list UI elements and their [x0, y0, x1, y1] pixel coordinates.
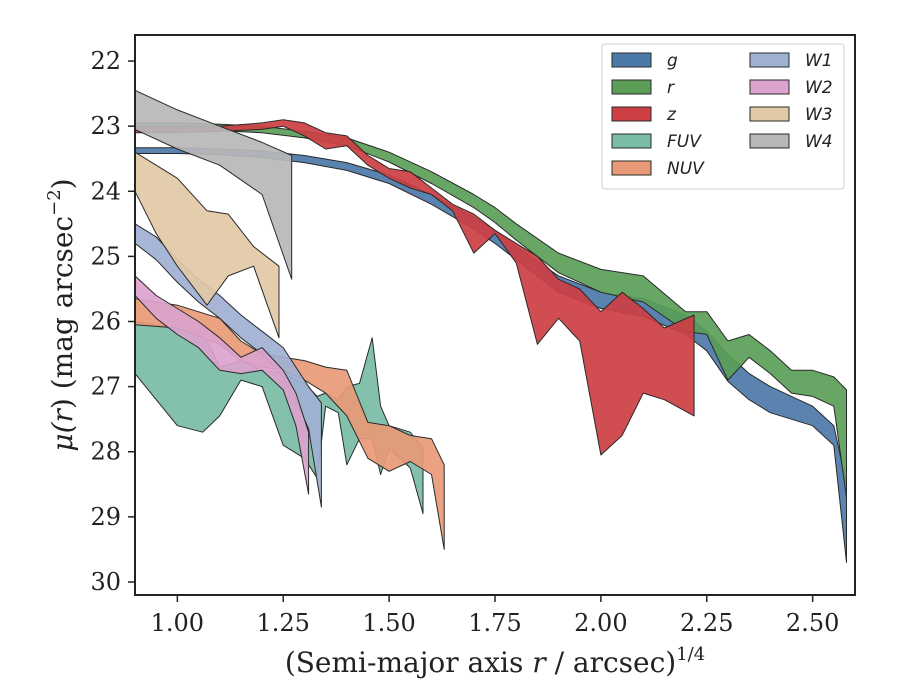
y-tick-label: 23 [90, 112, 121, 140]
y-axis: 22 23 24 25 26 27 28 29 30 [90, 47, 135, 596]
legend-swatch-w3 [749, 106, 790, 122]
x-axis-title: (Semi-major axis r / arcsec)1/4 [285, 644, 705, 679]
x-axis-title-unit: / arcsec) [555, 646, 677, 679]
legend-label-fuv: FUV [667, 132, 702, 152]
x-axis-title-exponent: 1/4 [676, 644, 705, 665]
band-r [135, 122, 847, 498]
y-tick-label: 26 [90, 308, 121, 336]
x-tick-label: 2.25 [680, 609, 733, 637]
x-axis-title-prefix: (Semi-major axis [285, 646, 524, 679]
legend-label-w1: W1 [805, 51, 833, 71]
legend-swatch-r [611, 79, 652, 95]
y-tick-label: 30 [90, 568, 121, 596]
x-tick-label: 2.50 [786, 609, 839, 637]
legend-swatch-w4 [749, 133, 790, 149]
y-axis-title-var: r [46, 407, 79, 422]
y-tick-label: 25 [90, 242, 121, 270]
band-w2 [135, 275, 310, 495]
y-axis-title-mu: μ( [46, 421, 79, 451]
x-axis-title-var: r [532, 646, 547, 679]
x-tick-label: 1.00 [151, 609, 204, 637]
legend-label-z: z [666, 105, 677, 125]
legend-label-w2: W2 [805, 78, 833, 98]
legend-label-nuv: NUV [667, 159, 705, 179]
legend-swatch-z [611, 106, 652, 122]
legend-swatch-w2 [749, 79, 790, 95]
legend-label-r: r [667, 78, 675, 98]
legend-label-g: g [667, 51, 678, 71]
x-tick-label: 1.25 [257, 609, 310, 637]
band-w3 [135, 151, 280, 339]
y-axis-title-unit: ) (mag arcsec [46, 216, 79, 409]
y-tick-label: 28 [90, 438, 121, 466]
x-axis: 1.00 1.25 1.50 1.75 2.00 2.25 2.50 [151, 595, 839, 637]
x-tick-label: 1.50 [362, 609, 415, 637]
legend-swatch-g [611, 52, 652, 68]
y-tick-label: 22 [90, 47, 121, 75]
y-tick-label: 29 [90, 503, 121, 531]
x-tick-label: 1.75 [468, 609, 521, 637]
legend-swatch-fuv [611, 133, 652, 149]
legend-swatch-nuv [611, 160, 652, 176]
legend: grz FUV NUV W1 W2 W3 W4 [601, 43, 845, 190]
band-w4 [135, 89, 293, 280]
legend-label-w3: W3 [805, 105, 833, 125]
y-axis-title-exponent: −2 [44, 189, 65, 216]
y-axis-title: μ(r) (mag arcsec−2) [44, 178, 79, 451]
x-tick-label: 2.00 [574, 609, 627, 637]
legend-swatch-w1 [749, 52, 790, 68]
data-bands [135, 89, 847, 563]
y-axis-title-close: ) [46, 178, 79, 189]
y-tick-label: 27 [90, 373, 121, 401]
band-z [135, 119, 695, 456]
legend-label-w4: W4 [805, 132, 833, 152]
y-tick-label: 24 [90, 177, 121, 205]
